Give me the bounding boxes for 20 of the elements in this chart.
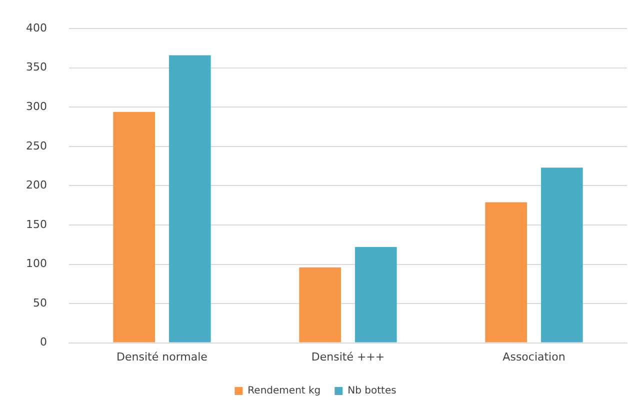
y-tick-label: 0 bbox=[40, 336, 47, 349]
legend-label: Nb bottes bbox=[348, 386, 396, 397]
y-tick-label: 400 bbox=[26, 21, 47, 34]
bar bbox=[168, 55, 211, 342]
y-tick-label: 250 bbox=[26, 139, 47, 152]
x-tick-label: Association bbox=[502, 350, 566, 364]
x-tick-label: Densité +++ bbox=[311, 350, 385, 364]
bar bbox=[113, 112, 156, 342]
y-tick-label: 350 bbox=[26, 60, 47, 74]
y-tick-label: 200 bbox=[26, 178, 47, 192]
y-tick-label: 50 bbox=[32, 296, 47, 310]
bar bbox=[354, 246, 397, 342]
x-tick-label: Densité normale bbox=[116, 350, 208, 364]
y-tick-label: 150 bbox=[26, 218, 47, 231]
bar bbox=[540, 168, 583, 342]
bar bbox=[485, 202, 528, 342]
bar bbox=[299, 267, 342, 342]
y-tick-label: 100 bbox=[26, 257, 47, 270]
y-tick-label: 300 bbox=[26, 100, 47, 114]
legend-label: Rendement kg bbox=[248, 386, 321, 397]
